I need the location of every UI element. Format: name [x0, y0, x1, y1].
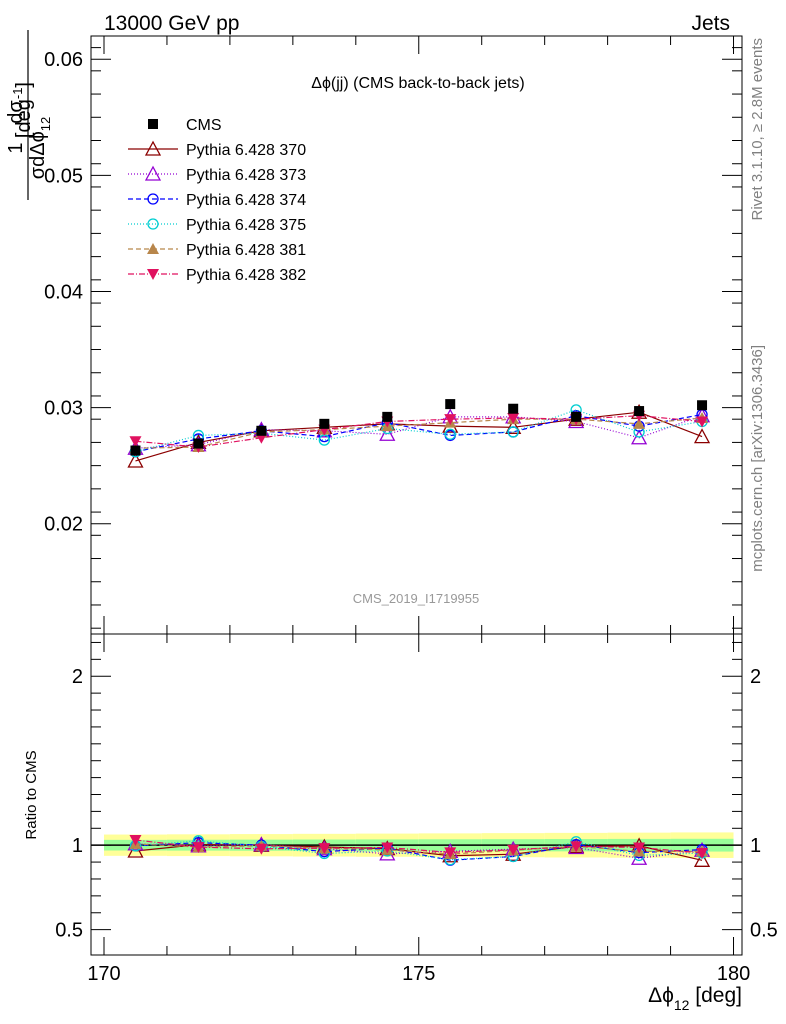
ratio-line-5 [135, 839, 703, 854]
legend-label: Pythia 6.428 381 [186, 242, 306, 259]
main-ytick-label: 0.02 [44, 514, 83, 536]
legend-marker [144, 165, 162, 181]
ratio-ytick-label-right: 1 [750, 835, 761, 857]
legend-marker [147, 243, 159, 254]
series-point [696, 416, 709, 428]
ratio-point [318, 843, 331, 855]
main-ytick-label: 0.06 [44, 49, 83, 71]
cms-point [445, 399, 456, 410]
cms-point [382, 411, 393, 422]
legend-marker [144, 140, 162, 156]
cms-point [319, 418, 330, 429]
main-ytick-label: 0.03 [44, 398, 83, 420]
legend-marker [148, 119, 158, 129]
analysis-label: CMS_2019_I1719955 [353, 591, 480, 606]
series-point [379, 425, 396, 441]
cms-point [697, 400, 708, 411]
series-point [631, 429, 648, 445]
series-point [127, 452, 144, 468]
legend-label: CMS [186, 117, 222, 134]
series-line-5 [135, 415, 703, 448]
ratio-point [570, 841, 583, 853]
ylabel-unit: [deg-1] [10, 82, 35, 138]
series-line-0 [135, 411, 703, 462]
ratio-point [129, 835, 142, 847]
series-point [633, 417, 646, 429]
source-label: mcplots.cern.ch [arXiv:1306.3436] [749, 345, 766, 572]
ratio-point [696, 848, 709, 860]
ratio-point [444, 847, 457, 859]
legend-label: Pythia 6.428 382 [186, 267, 306, 284]
plot-title: Δϕ(jj) (CMS back-to-back jets) [311, 75, 524, 92]
rivet-label: Rivet 3.1.10, ≥ 2.8M events [749, 38, 766, 221]
ratio-point [192, 842, 205, 854]
series-point [507, 426, 519, 438]
series-point [505, 418, 522, 434]
cms-point [634, 406, 645, 417]
ratio-ytick-label-right: 2 [750, 666, 761, 688]
series-line-1 [135, 415, 703, 449]
legend-marker [147, 193, 159, 205]
ratio-point [633, 842, 646, 854]
series-line-3 [135, 409, 703, 453]
cms-point [193, 438, 204, 449]
ratio-xtick-label: 180 [717, 963, 750, 985]
header-process: Jets [691, 12, 730, 35]
series-point [507, 413, 520, 425]
header-energy: 13000 GeV pp [104, 12, 239, 35]
legend-marker [147, 218, 159, 230]
ratio-ytick-label: 2 [72, 666, 83, 688]
series-point [444, 428, 456, 440]
legend-marker [147, 269, 159, 280]
series-line-2 [135, 413, 703, 453]
legend-label: Pythia 6.428 373 [186, 167, 306, 184]
series-point [693, 428, 711, 444]
ratio-point [507, 844, 520, 856]
ratio-frame [90, 633, 743, 956]
ratio-xtick-label: 170 [87, 963, 120, 985]
cms-point [256, 425, 267, 436]
legend-label: Pythia 6.428 370 [186, 142, 306, 159]
series-point [129, 436, 142, 448]
ratio-point [381, 842, 394, 854]
series-point [444, 414, 457, 426]
ratio-xtick-label: 175 [402, 963, 435, 985]
ylabel-one: 1 [5, 142, 27, 153]
legend: CMS Pythia 6.428 370 Pythia 6.428 373 Pythi… [128, 117, 306, 284]
legend-label: Pythia 6.428 374 [186, 192, 306, 209]
cms-point [571, 411, 582, 422]
xlabel: Δϕ12 [deg] [648, 984, 742, 1013]
ratio-ytick-label: 1 [72, 835, 83, 857]
ratio-point [631, 849, 648, 865]
main-ytick-label: 0.05 [44, 165, 83, 187]
main-ytick-label: 0.04 [44, 281, 83, 303]
legend-label: Pythia 6.428 375 [186, 217, 306, 234]
series-line-4 [135, 417, 703, 449]
ratio-line-4 [135, 843, 703, 855]
cms-point [508, 403, 519, 414]
ratio-point [693, 851, 711, 867]
main-panel: 0.02 0.03 0.04 0.05 0.06 [44, 35, 743, 635]
ratio-ylabel: Ratio to CMS [23, 750, 40, 839]
xlabel-text: Δϕ12 [deg] [648, 984, 742, 1013]
ratio-point [255, 843, 268, 855]
ratio-point [127, 835, 144, 851]
ratio-ytick-label: 0.5 [55, 920, 83, 942]
ratio-ytick-label-right: 0.5 [750, 920, 778, 942]
ylabel-dsigma: dσ [5, 100, 27, 124]
cms-point [130, 445, 141, 456]
